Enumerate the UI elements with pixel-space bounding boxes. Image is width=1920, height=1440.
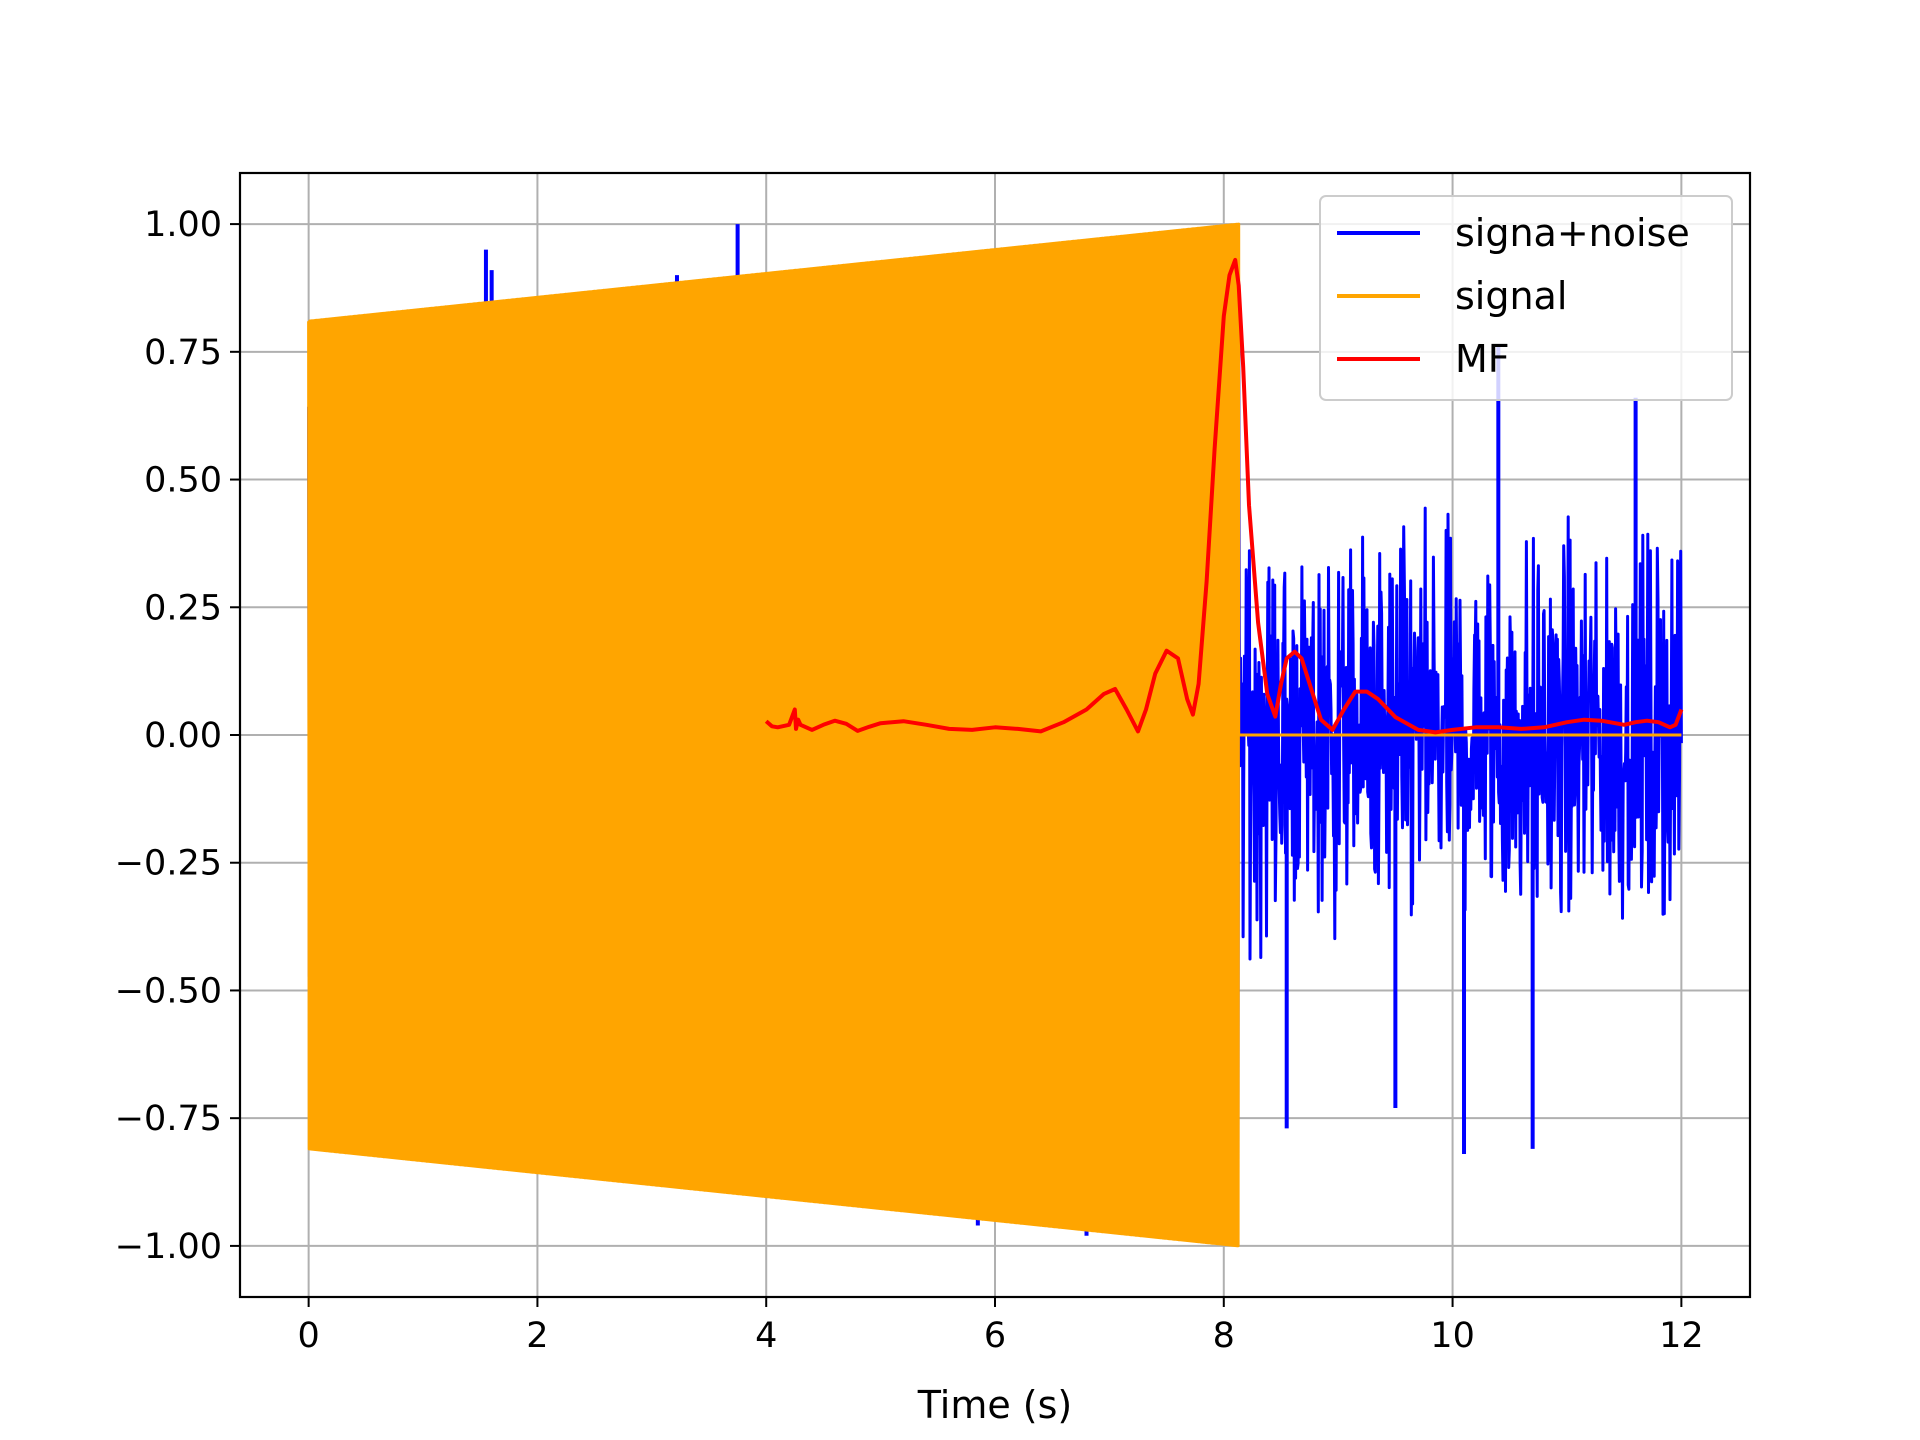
legend-label-mf: MF: [1455, 337, 1510, 381]
x-tick-label: 6: [984, 1316, 1006, 1356]
series-line-mf: [764, 257, 1684, 735]
x-axis-label: Time (s): [917, 1383, 1073, 1427]
legend-box: [1319, 195, 1733, 401]
legend: signa+noise signal MF: [1319, 195, 1733, 401]
axis-ticks: 0 2 4 6 8 10 12 1.00 0.75 0.50 0.25 0.00 −0.25 −0.50 −…: [115, 205, 1704, 1356]
x-tick-label: 10: [1430, 1316, 1475, 1356]
x-tick-label: 12: [1659, 1316, 1704, 1356]
plot-series: [307, 222, 1684, 1248]
legend-label-signa-noise: signa+noise: [1455, 211, 1690, 255]
x-tick-label: 2: [526, 1316, 548, 1356]
y-tick-label: 0.25: [144, 588, 222, 628]
y-tick-label: −0.75: [115, 1099, 222, 1139]
x-tick-label: 4: [755, 1316, 777, 1356]
y-tick-label: 0.50: [144, 461, 222, 501]
legend-label-signal: signal: [1455, 274, 1567, 318]
y-tick-label: −0.25: [115, 844, 222, 884]
series-line-signal: [307, 222, 1682, 1248]
y-tick-label: −1.00: [115, 1227, 222, 1267]
y-tick-label: 0.00: [144, 716, 222, 756]
y-tick-label: 1.00: [144, 205, 222, 245]
x-tick-label: 0: [297, 1316, 319, 1356]
y-tick-label: −0.50: [115, 971, 222, 1011]
x-tick-label: 8: [1213, 1316, 1235, 1356]
y-tick-label: 0.75: [144, 333, 222, 373]
